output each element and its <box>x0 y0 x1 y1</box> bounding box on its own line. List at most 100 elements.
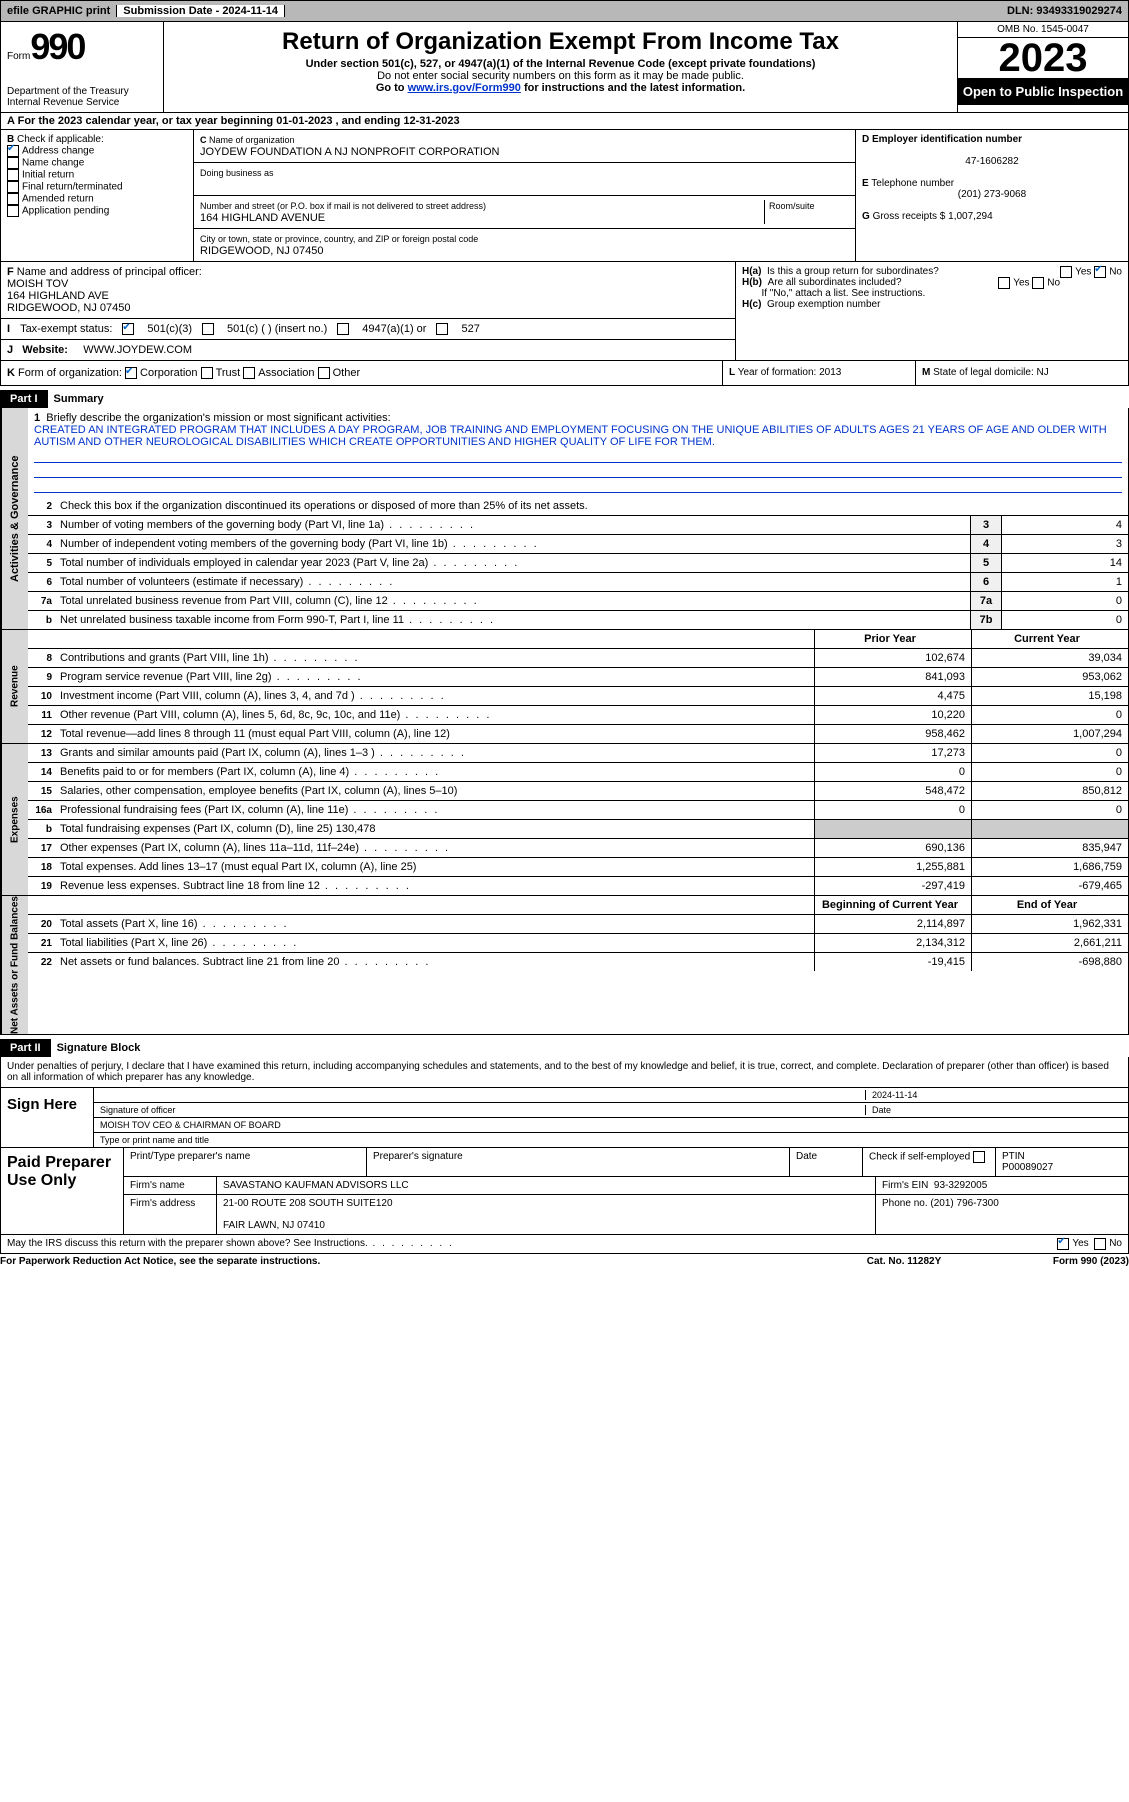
checkbox-final-return[interactable] <box>7 181 19 193</box>
dln-label: DLN: 93493319029274 <box>1001 5 1128 17</box>
row-f-h: F Name and address of principal officer:… <box>0 262 1129 361</box>
mission-block: 1 Briefly describe the organization's mi… <box>28 408 1128 497</box>
c20: 1,962,331 <box>971 915 1128 933</box>
c18: 1,686,759 <box>971 858 1128 876</box>
v4: 3 <box>1001 535 1128 553</box>
p16a: 0 <box>814 801 971 819</box>
k-corp[interactable] <box>125 367 137 379</box>
p13: 17,273 <box>814 744 971 762</box>
self-employed-checkbox[interactable] <box>973 1151 985 1163</box>
c13: 0 <box>971 744 1128 762</box>
row-k-l-m: K Form of organization: Corporation Trus… <box>0 361 1129 386</box>
checkbox-527[interactable] <box>436 323 448 335</box>
officer-addr1: 164 HIGHLAND AVE <box>7 290 109 302</box>
ein-value: 47-1606282 <box>862 156 1122 167</box>
dept-treasury: Department of the Treasury <box>7 86 157 97</box>
subtitle-1: Under section 501(c), 527, or 4947(a)(1)… <box>168 58 953 70</box>
k-trust[interactable] <box>201 367 213 379</box>
discuss-row: May the IRS discuss this return with the… <box>0 1235 1129 1254</box>
hb-yes[interactable] <box>998 277 1010 289</box>
c15: 850,812 <box>971 782 1128 800</box>
ptin: P00089027 <box>1002 1162 1053 1173</box>
mission-text: CREATED AN INTEGRATED PROGRAM THAT INCLU… <box>34 424 1107 448</box>
checkbox-app-pending[interactable] <box>7 205 19 217</box>
checkbox-initial-return[interactable] <box>7 169 19 181</box>
checkbox-4947[interactable] <box>337 323 349 335</box>
p17: 690,136 <box>814 839 971 857</box>
firm-addr2: FAIR LAWN, NJ 07410 <box>223 1220 325 1231</box>
p14: 0 <box>814 763 971 781</box>
city-label: City or town, state or province, country… <box>200 234 478 244</box>
part1-header: Part I Summary <box>0 390 1129 408</box>
header-right: OMB No. 1545-0047 2023 Open to Public In… <box>957 22 1128 112</box>
c17: 835,947 <box>971 839 1128 857</box>
checkbox-501c3[interactable] <box>122 323 134 335</box>
p9: 841,093 <box>814 668 971 686</box>
section-i: I Tax-exempt status: 501(c)(3) 501(c) ( … <box>1 319 735 340</box>
page-footer: For Paperwork Reduction Act Notice, see … <box>0 1254 1129 1269</box>
sign-date: 2024-11-14 <box>865 1090 1122 1100</box>
side-net-assets: Net Assets or Fund Balances <box>1 896 28 1034</box>
c10: 15,198 <box>971 687 1128 705</box>
v7b: 0 <box>1001 611 1128 629</box>
summary-net-assets: Net Assets or Fund Balances Beginning of… <box>0 896 1129 1035</box>
k-assoc[interactable] <box>243 367 255 379</box>
firm-phone: (201) 796-7300 <box>930 1198 998 1209</box>
checkbox-address-change[interactable] <box>7 145 19 157</box>
tax-year: 2023 <box>958 38 1128 78</box>
open-public-badge: Open to Public Inspection <box>958 78 1128 105</box>
address-label: Number and street (or P.O. box if mail i… <box>200 201 486 211</box>
checkbox-name-change[interactable] <box>7 157 19 169</box>
subtitle-3: Go to www.irs.gov/Form990 for instructio… <box>168 82 953 94</box>
irs-link[interactable]: www.irs.gov/Form990 <box>408 82 521 94</box>
section-j: J Website: WWW.JOYDEW.COM <box>1 340 735 360</box>
v6: 1 <box>1001 573 1128 591</box>
c16a: 0 <box>971 801 1128 819</box>
v5: 14 <box>1001 554 1128 572</box>
v3: 4 <box>1001 516 1128 534</box>
efile-print-button[interactable]: efile GRAPHIC print <box>1 5 117 17</box>
dba-label: Doing business as <box>200 168 274 178</box>
submission-date-button[interactable]: Submission Date - 2024-11-14 <box>117 5 285 17</box>
ha-yes[interactable] <box>1060 266 1072 278</box>
perjury-statement: Under penalties of perjury, I declare th… <box>0 1057 1129 1088</box>
phone-value: (201) 273-9068 <box>862 189 1122 200</box>
website-value: WWW.JOYDEW.COM <box>83 344 192 356</box>
p11: 10,220 <box>814 706 971 724</box>
header: Form990 Department of the Treasury Inter… <box>0 22 1129 113</box>
paid-preparer-block: Paid Preparer Use Only Print/Type prepar… <box>0 1148 1129 1235</box>
topbar: efile GRAPHIC print Submission Date - 20… <box>0 0 1129 22</box>
officer-sig-name: MOISH TOV CEO & CHAIRMAN OF BOARD <box>100 1120 1122 1130</box>
p10: 4,475 <box>814 687 971 705</box>
org-name: JOYDEW FOUNDATION A NJ NONPROFIT CORPORA… <box>200 146 499 158</box>
block-b-c-d: B Check if applicable: Address change Na… <box>0 130 1129 262</box>
c9: 953,062 <box>971 668 1128 686</box>
form-number: 990 <box>30 26 84 67</box>
officer-name: MOISH TOV <box>7 278 68 290</box>
subtitle-2: Do not enter social security numbers on … <box>168 70 953 82</box>
paid-preparer-label: Paid Preparer Use Only <box>1 1148 124 1234</box>
firm-addr1: 21-00 ROUTE 208 SOUTH SUITE120 <box>223 1198 393 1209</box>
discuss-yes[interactable] <box>1057 1238 1069 1250</box>
checkbox-amended[interactable] <box>7 193 19 205</box>
p8: 102,674 <box>814 649 971 667</box>
section-h: H(a) Is this a group return for subordin… <box>735 262 1128 360</box>
section-c: C Name of organization JOYDEW FOUNDATION… <box>194 130 856 261</box>
ha-no[interactable] <box>1094 266 1106 278</box>
p21: 2,134,312 <box>814 934 971 952</box>
discuss-no[interactable] <box>1094 1238 1106 1250</box>
p20: 2,114,897 <box>814 915 971 933</box>
p12: 958,462 <box>814 725 971 743</box>
firm-name: SAVASTANO KAUFMAN ADVISORS LLC <box>217 1177 876 1194</box>
p22: -19,415 <box>814 953 971 971</box>
c19: -679,465 <box>971 877 1128 895</box>
hb-no[interactable] <box>1032 277 1044 289</box>
c21: 2,661,211 <box>971 934 1128 952</box>
k-other[interactable] <box>318 367 330 379</box>
sign-here-label: Sign Here <box>1 1088 94 1147</box>
summary-expenses: Expenses 13Grants and similar amounts pa… <box>0 744 1129 896</box>
checkbox-501c[interactable] <box>202 323 214 335</box>
side-activities: Activities & Governance <box>1 408 28 629</box>
v7a: 0 <box>1001 592 1128 610</box>
side-expenses: Expenses <box>1 744 28 895</box>
